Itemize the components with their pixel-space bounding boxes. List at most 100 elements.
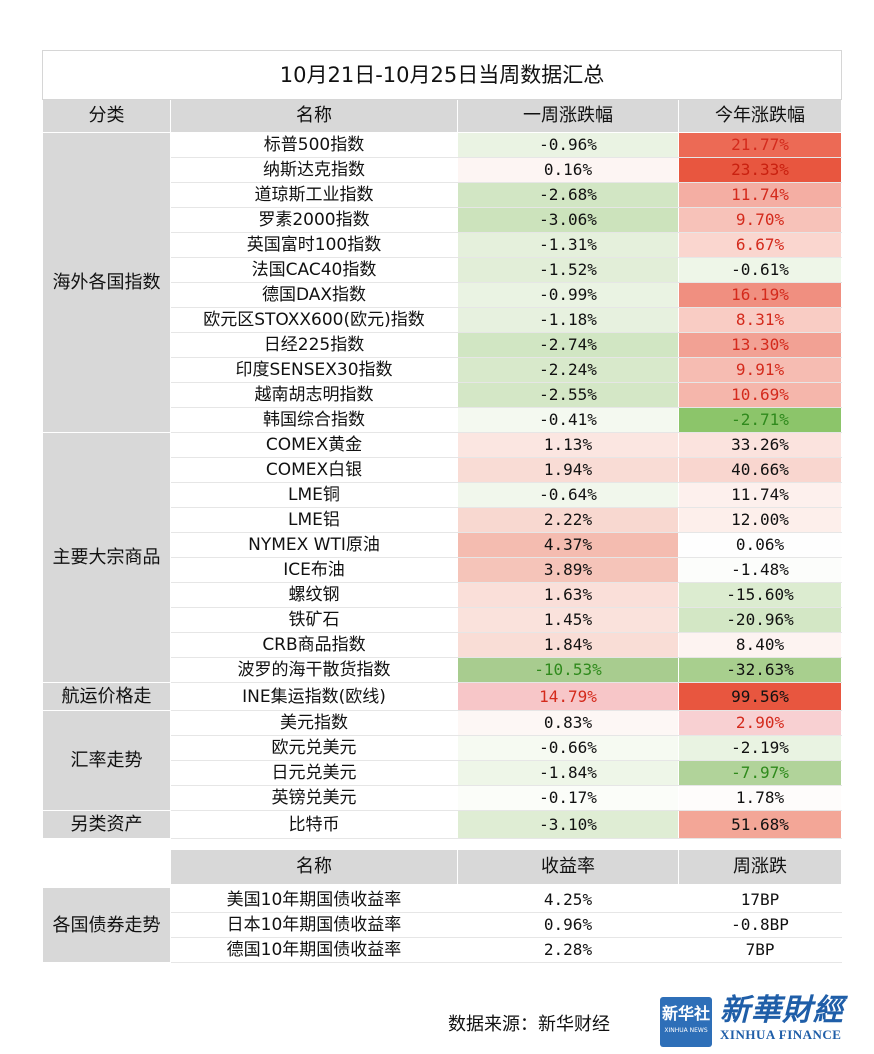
bond-header-blank xyxy=(42,849,171,885)
gap-cell xyxy=(41,838,843,850)
name-cell: LME铜 xyxy=(170,482,458,508)
week-change-cell: -2.74% xyxy=(457,332,679,358)
bond-header-yield: 收益率 xyxy=(457,849,679,885)
week-change-cell: -1.52% xyxy=(457,257,679,283)
ytd-change-cell: -2.71% xyxy=(677,407,843,433)
name-cell: 英国富时100指数 xyxy=(170,232,458,258)
week-change-cell: -1.84% xyxy=(457,760,679,786)
table-row: 另类资产 比特币 -3.10% 51.68% xyxy=(42,810,843,839)
name-cell: INE集运指数(欧线) xyxy=(170,682,458,711)
bond-change-cell: -0.8BP xyxy=(677,912,843,938)
week-change-cell: 1.45% xyxy=(457,607,679,633)
ytd-change-cell: 8.31% xyxy=(677,307,843,333)
bond-name-cell: 德国10年期国债收益率 xyxy=(170,937,458,963)
table-row: 螺纹钢 1.63% -15.60% xyxy=(43,582,843,608)
table-row: 韩国综合指数 -0.41% -2.71% xyxy=(43,407,843,433)
week-change-cell: 14.79% xyxy=(457,682,679,711)
ytd-change-cell: 9.91% xyxy=(677,357,843,383)
logo-square-cn: 新华社 xyxy=(661,1004,710,1023)
bond-header-name: 名称 xyxy=(170,849,458,885)
week-change-cell: -2.68% xyxy=(457,182,679,208)
name-cell: 比特币 xyxy=(170,810,458,839)
bond-row: 各国债券走势 美国10年期国债收益率 4.25% 17BP xyxy=(42,887,843,963)
footer: 数据来源：新华财经 新华社 XINHUA NEWS 新華財經 XINHUA FI… xyxy=(0,992,874,1054)
table-row: 道琼斯工业指数 -2.68% 11.74% xyxy=(43,182,843,208)
header-week-change: 一周涨跌幅 xyxy=(457,99,679,133)
ytd-change-cell: -2.19% xyxy=(677,735,843,761)
name-cell: 英镑兑美元 xyxy=(170,785,458,811)
week-change-cell: 0.83% xyxy=(457,710,679,736)
ytd-change-cell: 23.33% xyxy=(677,157,843,183)
ytd-change-cell: 8.40% xyxy=(677,632,843,658)
ytd-change-cell: 11.74% xyxy=(677,482,843,508)
bond-header-row: 名称 收益率 周涨跌 xyxy=(42,849,843,885)
name-cell: 日经225指数 xyxy=(170,332,458,358)
week-change-cell: -0.64% xyxy=(457,482,679,508)
ytd-change-cell: 9.70% xyxy=(677,207,843,233)
ytd-change-cell: -32.63% xyxy=(677,657,843,683)
ytd-change-cell: 51.68% xyxy=(677,810,843,839)
bond-category-cell: 各国债券走势 xyxy=(42,887,171,963)
bond-change-cell: 7BP xyxy=(677,937,843,963)
name-cell: 波罗的海干散货指数 xyxy=(170,657,458,683)
week-change-cell: -0.96% xyxy=(457,132,679,158)
logo-en: XINHUA FINANCE xyxy=(720,1027,842,1042)
table-row: 纳斯达克指数 0.16% 23.33% xyxy=(43,157,843,183)
week-change-cell: 2.22% xyxy=(457,507,679,533)
week-change-cell: 1.63% xyxy=(457,582,679,608)
week-change-cell: -0.66% xyxy=(457,735,679,761)
table-row: ICE布油 3.89% -1.48% xyxy=(43,557,843,583)
category-cell: 海外各国指数 xyxy=(42,132,171,433)
week-change-cell: 1.94% xyxy=(457,457,679,483)
ytd-change-cell: -1.48% xyxy=(677,557,843,583)
bond-change-cell: 17BP xyxy=(677,887,843,913)
xinhua-news-logo: 新华社 XINHUA NEWS xyxy=(660,997,712,1047)
week-change-cell: 0.16% xyxy=(457,157,679,183)
ytd-change-cell: -20.96% xyxy=(677,607,843,633)
xinhua-finance-logo: 新華財經 XINHUA FINANCE xyxy=(720,994,844,1042)
table-row: 欧元区STOXX600(欧元)指数 -1.18% 8.31% xyxy=(43,307,843,333)
week-change-cell: -0.41% xyxy=(457,407,679,433)
ytd-change-cell: 10.69% xyxy=(677,382,843,408)
name-cell: 欧元区STOXX600(欧元)指数 xyxy=(170,307,458,333)
name-cell: 越南胡志明指数 xyxy=(170,382,458,408)
ytd-change-cell: -15.60% xyxy=(677,582,843,608)
ytd-change-cell: 40.66% xyxy=(677,457,843,483)
name-cell: 美元指数 xyxy=(170,710,458,736)
table-row: 海外各国指数 标普500指数 -0.96% 21.77% xyxy=(42,132,843,433)
name-cell: 德国DAX指数 xyxy=(170,282,458,308)
table-row: 英国富时100指数 -1.31% 6.67% xyxy=(43,232,843,258)
category-cell: 主要大宗商品 xyxy=(42,432,171,683)
bond-row: 日本10年期国债收益率 0.96% -0.8BP xyxy=(43,912,843,938)
name-cell: 印度SENSEX30指数 xyxy=(170,357,458,383)
ytd-change-cell: -0.61% xyxy=(677,257,843,283)
header-ytd-change: 今年涨跌幅 xyxy=(677,99,843,133)
table-row: 日经225指数 -2.74% 13.30% xyxy=(43,332,843,358)
name-cell: ICE布油 xyxy=(170,557,458,583)
data-source: 数据来源：新华财经 xyxy=(448,1014,610,1035)
bond-name-cell: 美国10年期国债收益率 xyxy=(170,887,458,913)
name-cell: 韩国综合指数 xyxy=(170,407,458,433)
name-cell: CRB商品指数 xyxy=(170,632,458,658)
ytd-change-cell: 0.06% xyxy=(677,532,843,558)
week-change-cell: 1.84% xyxy=(457,632,679,658)
table-row: 日元兑美元 -1.84% -7.97% xyxy=(43,760,843,786)
table-row: 罗素2000指数 -3.06% 9.70% xyxy=(43,207,843,233)
category-cell: 汇率走势 xyxy=(42,710,171,811)
name-cell: 日元兑美元 xyxy=(170,760,458,786)
week-change-cell: -2.24% xyxy=(457,357,679,383)
week-change-cell: 1.13% xyxy=(457,432,679,458)
name-cell: 铁矿石 xyxy=(170,607,458,633)
category-cell: 航运价格走 xyxy=(42,682,171,711)
header-name: 名称 xyxy=(170,99,458,133)
name-cell: COMEX白银 xyxy=(170,457,458,483)
logo-square-en: XINHUA NEWS xyxy=(664,1027,708,1034)
ytd-change-cell: 99.56% xyxy=(677,682,843,711)
ytd-change-cell: 1.78% xyxy=(677,785,843,811)
week-change-cell: -2.55% xyxy=(457,382,679,408)
table-title: 10月21日-10月25日当周数据汇总 xyxy=(41,50,843,100)
bond-header-change: 周涨跌 xyxy=(677,849,843,885)
category-cell: 另类资产 xyxy=(42,810,171,839)
logo-cn: 新華財經 xyxy=(720,993,844,1028)
table-row: 英镑兑美元 -0.17% 1.78% xyxy=(43,785,843,811)
